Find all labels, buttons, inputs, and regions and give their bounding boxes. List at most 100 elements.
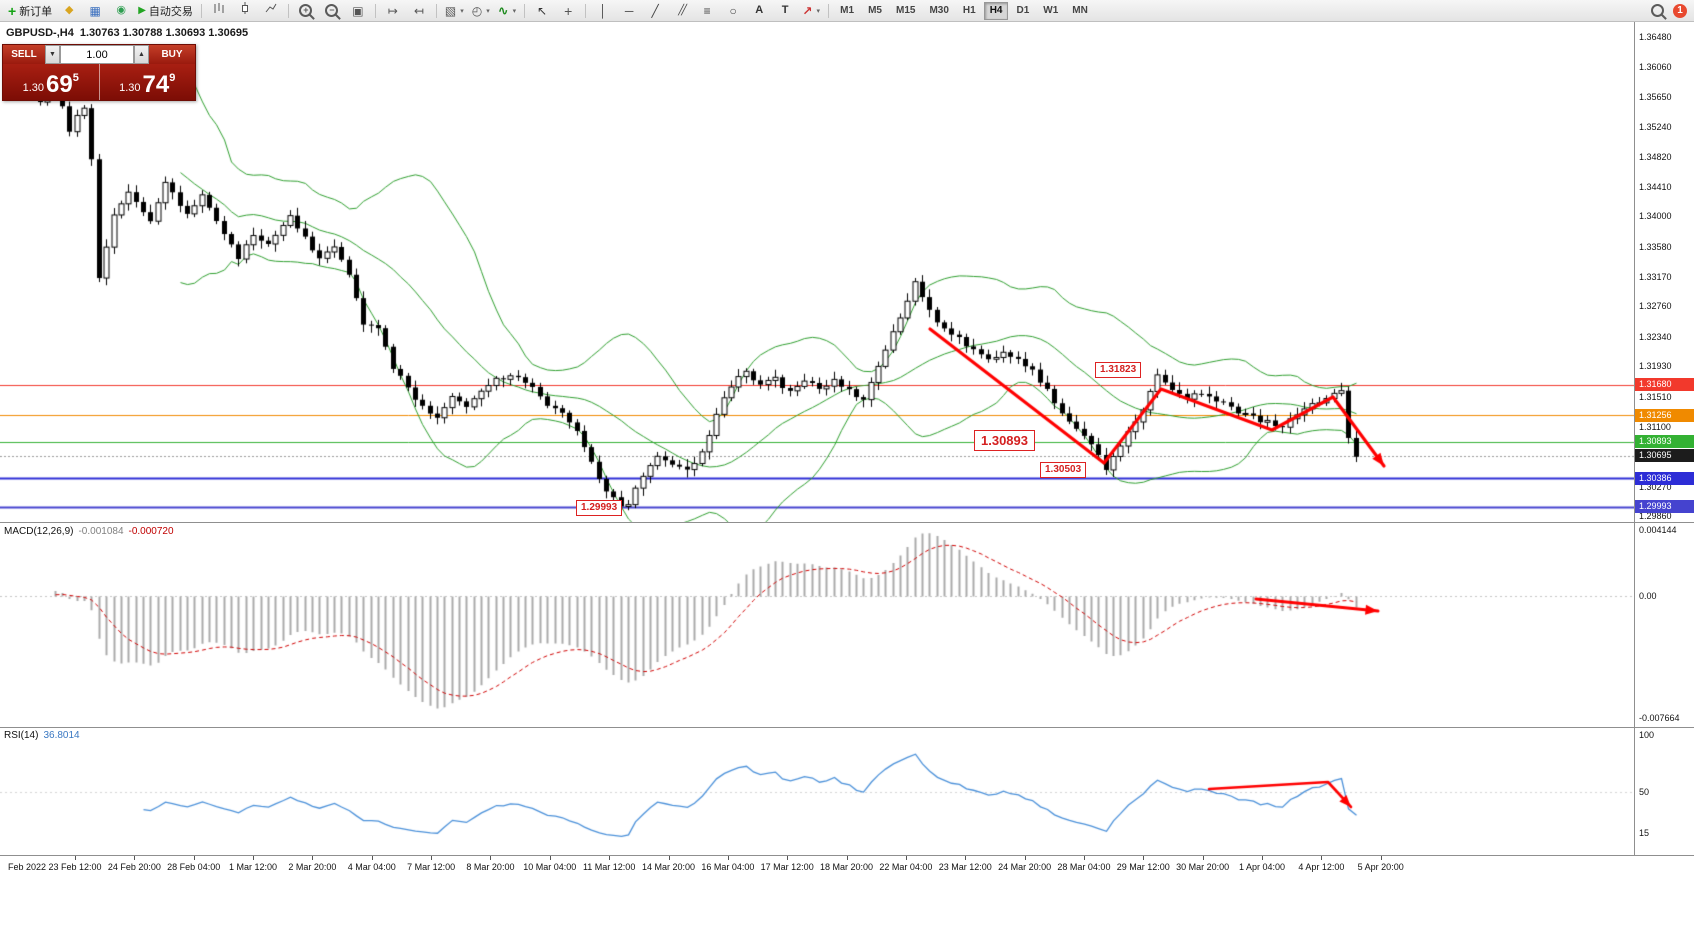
sell-price-button[interactable]: 1.30 69 5 bbox=[3, 64, 100, 100]
time-axis-label: 24 Mar 20:00 bbox=[998, 862, 1052, 872]
navigator-icon[interactable]: ◆ bbox=[56, 1, 82, 21]
crosshair-icon: + bbox=[564, 2, 573, 19]
sell-price-prefix: 1.30 bbox=[22, 82, 45, 94]
horizontal-line-icon[interactable]: ─ bbox=[616, 1, 642, 21]
indicators-button[interactable]: ∿ ▾ bbox=[494, 1, 520, 21]
autotrading-button[interactable]: ▶ 自动交易 bbox=[134, 1, 197, 21]
time-axis-tick bbox=[312, 856, 313, 860]
time-axis[interactable]: Feb 2022 23 Feb 12:00 24 Feb 20:00 28 Feb 0… bbox=[0, 856, 1694, 880]
text-icon[interactable]: A bbox=[746, 1, 772, 21]
cursor-icon: ↖ bbox=[537, 3, 548, 18]
time-axis-label: 11 Mar 12:00 bbox=[582, 862, 636, 872]
chart-canvas[interactable] bbox=[0, 0, 1634, 856]
panel-divider bbox=[0, 855, 1694, 856]
buy-button[interactable]: BUY bbox=[149, 45, 195, 64]
price-annotation[interactable]: 1.30503 bbox=[1040, 462, 1087, 478]
channel-icon: ╱╱ bbox=[678, 4, 687, 16]
rsi-scale-label: 50 bbox=[1639, 787, 1650, 797]
cursor-icon[interactable]: ↖ bbox=[529, 1, 555, 21]
time-axis-label: 4 Mar 04:00 bbox=[347, 862, 396, 872]
candlestick-icon[interactable] bbox=[232, 1, 258, 21]
shapes-icon: ○ bbox=[729, 3, 737, 18]
time-axis-label: 8 Mar 20:00 bbox=[466, 862, 515, 872]
arrows-icon[interactable]: ↗ ▾ bbox=[798, 1, 824, 21]
time-axis-tick bbox=[1025, 856, 1026, 860]
price-annotation[interactable]: 1.30893 bbox=[974, 430, 1035, 451]
zoom-out-icon[interactable]: − bbox=[319, 1, 345, 21]
new-order-button[interactable]: + 新订单 bbox=[4, 1, 56, 21]
zoom-in-icon: + bbox=[299, 4, 313, 17]
channel-icon[interactable]: ╱╱ bbox=[668, 1, 694, 21]
time-axis-label: 17 Mar 12:00 bbox=[760, 862, 814, 872]
sell-button[interactable]: SELL bbox=[3, 45, 45, 64]
time-axis-label: 22 Mar 04:00 bbox=[879, 862, 933, 872]
time-axis-tick bbox=[1262, 856, 1263, 860]
toolbar-separator bbox=[828, 3, 830, 18]
volume-increase-button[interactable]: ▲ bbox=[134, 45, 149, 64]
price-tag: 1.30893 bbox=[1634, 435, 1694, 448]
timeframe-mn[interactable]: MN bbox=[1072, 4, 1088, 16]
auto-scroll-icon[interactable]: ↦ bbox=[380, 1, 406, 21]
panel-divider[interactable] bbox=[0, 727, 1694, 728]
rsi-scale-label: 15 bbox=[1639, 828, 1650, 839]
time-axis-tick bbox=[431, 856, 432, 860]
time-axis-tick bbox=[1203, 856, 1204, 860]
price-scale-label: 1.34820 bbox=[1639, 151, 1672, 162]
new-chart-button[interactable]: ▧ ▾ bbox=[441, 1, 468, 21]
sell-price-big: 69 bbox=[46, 71, 73, 98]
period-button[interactable]: ◴ ▾ bbox=[468, 1, 494, 21]
new-chart-icon: ▧ bbox=[444, 3, 457, 18]
timeframe-m5[interactable]: M5 bbox=[868, 4, 882, 16]
timeframe-m1[interactable]: M1 bbox=[840, 4, 855, 16]
panel-divider[interactable] bbox=[0, 522, 1694, 523]
time-axis-label: 4 Apr 12:00 bbox=[1298, 862, 1345, 872]
line-chart-icon[interactable] bbox=[258, 1, 284, 21]
sell-price-sup: 5 bbox=[72, 72, 79, 84]
market-watch-icon[interactable]: ▦ bbox=[82, 1, 108, 21]
notification-badge[interactable]: 1 bbox=[1673, 3, 1687, 18]
shapes-icon[interactable]: ○ bbox=[720, 1, 746, 21]
price-tag: 1.30386 bbox=[1634, 472, 1694, 485]
vertical-line-icon[interactable]: │ bbox=[590, 1, 616, 21]
sound-icon[interactable]: ◉ bbox=[108, 1, 134, 21]
price-tag: 1.29993 bbox=[1634, 500, 1694, 513]
price-scale-label: 1.32340 bbox=[1639, 331, 1672, 342]
rsi-scale-label: 100 bbox=[1639, 730, 1655, 740]
time-axis-tick bbox=[1381, 856, 1382, 860]
volume-input[interactable] bbox=[60, 45, 134, 64]
auto-scroll-icon: ↦ bbox=[387, 3, 398, 18]
price-annotation[interactable]: 1.29993 bbox=[576, 500, 623, 516]
rsi-label: RSI(14) 36.8014 bbox=[4, 730, 80, 741]
fibonacci-icon[interactable]: ≡ bbox=[694, 1, 720, 21]
toolbar-separator bbox=[524, 3, 526, 18]
crosshair-icon[interactable]: + bbox=[555, 1, 581, 21]
timeframe-h1[interactable]: H1 bbox=[962, 4, 976, 16]
timeframe-m30[interactable]: M30 bbox=[929, 4, 949, 16]
tile-windows-icon[interactable]: ▣ bbox=[345, 1, 371, 21]
time-axis-label: Feb 2022 bbox=[8, 862, 47, 872]
time-axis-tick bbox=[906, 856, 907, 860]
bar-chart-icon[interactable] bbox=[206, 1, 232, 21]
time-axis-label: 23 Mar 12:00 bbox=[938, 862, 992, 872]
timeframe-d1[interactable]: D1 bbox=[1016, 4, 1030, 16]
price-scale[interactable]: 1.36480 1.36060 1.35650 1.35240 1.34820 1.344… bbox=[1634, 0, 1694, 878]
timeframe-w1[interactable]: W1 bbox=[1043, 4, 1059, 16]
timeframe-m15[interactable]: M15 bbox=[895, 4, 916, 16]
price-scale-label: 1.34000 bbox=[1639, 211, 1672, 222]
trendline-icon[interactable]: ╱ bbox=[642, 1, 668, 21]
timeframe-h4[interactable]: H4 bbox=[983, 1, 1009, 20]
time-axis-label: 10 Mar 04:00 bbox=[523, 862, 577, 872]
volume-decrease-button[interactable]: ▼ bbox=[45, 45, 60, 64]
zoom-in-icon[interactable]: + bbox=[293, 1, 319, 21]
fibonacci-icon: ≡ bbox=[703, 3, 711, 18]
new-order-icon: + bbox=[8, 2, 17, 19]
price-annotation[interactable]: 1.31823 bbox=[1095, 362, 1142, 378]
horizontal-line-icon: ─ bbox=[624, 3, 634, 18]
search-button[interactable] bbox=[1644, 1, 1670, 21]
chart-shift-icon[interactable]: ↤ bbox=[406, 1, 432, 21]
label-icon[interactable]: T bbox=[772, 1, 798, 21]
market-watch-icon: ▦ bbox=[89, 3, 101, 18]
buy-price-button[interactable]: 1.30 74 9 bbox=[100, 64, 196, 100]
candlestick-icon bbox=[238, 1, 252, 20]
